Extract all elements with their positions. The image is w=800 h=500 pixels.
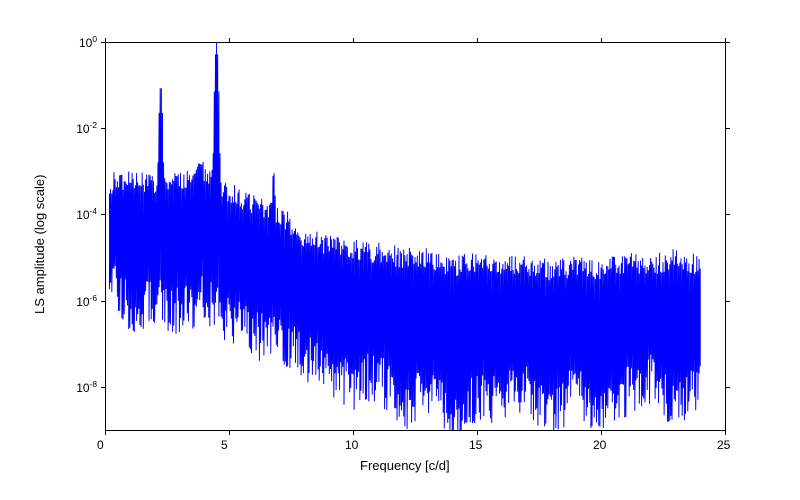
periodogram-line (110, 42, 701, 442)
periodogram-svg (0, 0, 800, 500)
